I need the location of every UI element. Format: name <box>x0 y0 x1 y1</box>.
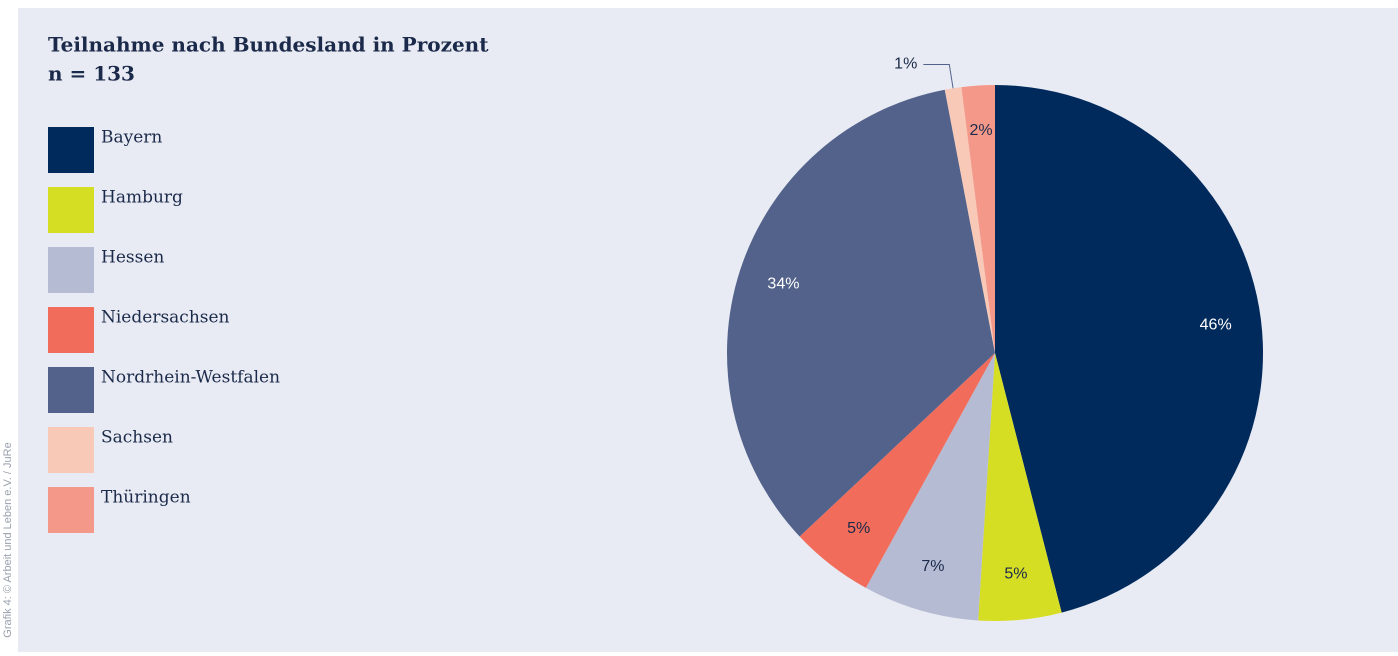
legend-label: Hessen <box>101 248 164 268</box>
leader-line <box>923 63 954 89</box>
pie-slice <box>727 89 995 537</box>
legend-swatch <box>48 127 94 173</box>
legend-label: Sachsen <box>101 428 173 448</box>
data-label: 2% <box>969 122 992 139</box>
legend-swatch <box>48 187 94 233</box>
legend-label: Niedersachsen <box>101 308 230 328</box>
pie-slice <box>865 353 995 621</box>
chart-title: Teilnahme nach Bundesland in Prozent <box>48 33 489 57</box>
data-label: 7% <box>921 558 944 575</box>
legend-label: Thüringen <box>101 488 191 508</box>
pie-slice <box>961 85 995 353</box>
legend-swatch <box>48 247 94 293</box>
pie-slice <box>978 353 1062 621</box>
data-label: 5% <box>847 520 870 537</box>
chart-subtitle: n = 133 <box>48 62 135 86</box>
pie-slice <box>995 85 1263 613</box>
data-label: 5% <box>1004 566 1027 583</box>
pie-slice <box>944 87 995 354</box>
credit: Grafik 4: © Arbeit und Leben e.V. / JuRe <box>2 442 14 637</box>
legend-label: Nordrhein-Westfalen <box>101 368 280 388</box>
data-label: 46% <box>1200 316 1232 333</box>
legend-swatch <box>48 307 94 353</box>
pie-slice <box>799 353 995 588</box>
legend-swatch <box>48 367 94 413</box>
legend-label: Bayern <box>101 128 162 148</box>
data-label: 1% <box>894 56 917 73</box>
legend-swatch <box>48 427 94 473</box>
legend-label: Hamburg <box>101 188 183 208</box>
legend-swatch <box>48 487 94 533</box>
data-label: 34% <box>767 275 799 292</box>
